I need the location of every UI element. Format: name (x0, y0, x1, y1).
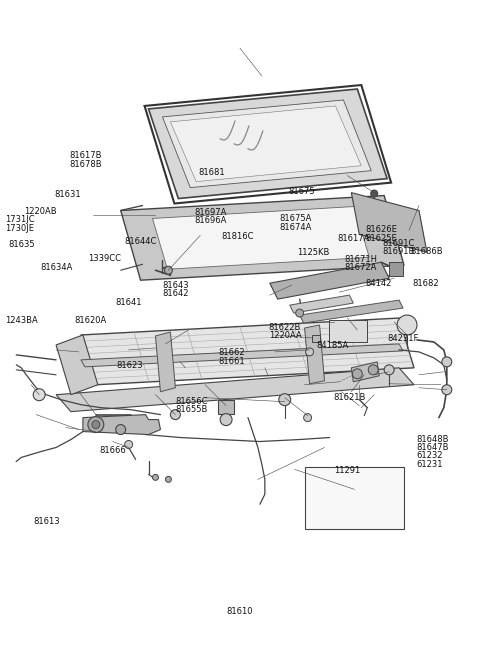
Polygon shape (305, 325, 324, 384)
Polygon shape (156, 332, 175, 392)
Text: 81686B: 81686B (410, 248, 443, 256)
Text: 81625E: 81625E (365, 234, 397, 242)
Circle shape (88, 417, 104, 432)
Polygon shape (148, 89, 387, 198)
Text: 81626E: 81626E (365, 225, 397, 234)
Text: 84142: 84142 (365, 278, 391, 288)
Text: 81621B: 81621B (333, 394, 365, 402)
Text: 81617B: 81617B (69, 151, 102, 160)
Circle shape (371, 190, 378, 197)
Polygon shape (290, 295, 353, 313)
Text: 1125KB: 1125KB (297, 248, 330, 257)
Circle shape (166, 476, 171, 482)
Text: 81674A: 81674A (279, 223, 312, 232)
Circle shape (220, 414, 232, 426)
Polygon shape (270, 262, 389, 299)
Circle shape (304, 414, 312, 422)
Bar (218, 400, 234, 414)
Text: 81816C: 81816C (222, 232, 254, 240)
Bar (305, 468, 404, 529)
Text: 81696A: 81696A (195, 216, 227, 225)
Text: 81631: 81631 (54, 190, 81, 199)
Text: 81622B: 81622B (269, 323, 301, 332)
Text: 81675A: 81675A (279, 214, 312, 223)
Circle shape (306, 348, 313, 356)
Circle shape (153, 474, 158, 480)
Text: 84185A: 84185A (316, 341, 348, 350)
Text: 81672A: 81672A (344, 263, 376, 272)
Bar (329, 320, 367, 342)
Text: 81635: 81635 (9, 240, 35, 248)
Polygon shape (300, 300, 403, 323)
Text: 81662: 81662 (218, 348, 245, 358)
Text: 81620A: 81620A (74, 316, 106, 326)
Text: 81666: 81666 (99, 445, 126, 455)
Circle shape (368, 365, 378, 375)
Circle shape (170, 409, 180, 420)
Polygon shape (351, 193, 427, 252)
Polygon shape (170, 106, 361, 181)
Circle shape (165, 267, 172, 274)
Circle shape (397, 315, 417, 335)
Text: 11291: 11291 (335, 466, 361, 476)
Text: 81642: 81642 (163, 289, 189, 298)
Circle shape (352, 369, 362, 379)
Text: 84231F: 84231F (387, 334, 419, 343)
Polygon shape (56, 335, 98, 395)
Circle shape (33, 388, 45, 401)
Text: 81691C: 81691C (382, 239, 415, 248)
Bar (312, 335, 320, 342)
Text: 1243BA: 1243BA (5, 316, 38, 326)
Text: 81610: 81610 (227, 607, 253, 616)
Text: 81656C: 81656C (176, 397, 208, 405)
Text: 81661: 81661 (218, 357, 245, 366)
Text: 81681: 81681 (198, 168, 225, 177)
Text: 81613: 81613 (34, 517, 60, 527)
Text: 1339CC: 1339CC (88, 254, 121, 263)
Circle shape (384, 365, 394, 375)
Polygon shape (83, 415, 160, 434)
Text: 1220AA: 1220AA (269, 331, 301, 341)
Circle shape (279, 394, 291, 405)
Circle shape (442, 384, 452, 395)
Circle shape (116, 424, 126, 434)
Polygon shape (153, 206, 369, 269)
Text: 81697A: 81697A (195, 208, 227, 217)
Bar (389, 262, 403, 276)
Text: 81641: 81641 (115, 297, 142, 307)
Text: 81647B: 81647B (417, 443, 449, 452)
Text: 81634A: 81634A (40, 263, 73, 272)
Text: 81655B: 81655B (176, 405, 208, 414)
Text: 61231: 61231 (417, 460, 443, 469)
Text: 1731JC: 1731JC (5, 215, 35, 225)
Text: 81623: 81623 (116, 361, 143, 370)
Text: 81682: 81682 (413, 278, 439, 288)
Circle shape (296, 309, 304, 317)
Text: 81671H: 81671H (344, 255, 377, 263)
Circle shape (92, 421, 100, 428)
Text: 81678B: 81678B (69, 160, 102, 169)
Text: 81644C: 81644C (124, 237, 157, 246)
Text: 81643: 81643 (163, 280, 189, 290)
Text: 1730JE: 1730JE (5, 224, 34, 233)
Polygon shape (162, 100, 371, 187)
Polygon shape (120, 196, 404, 280)
Polygon shape (81, 344, 403, 367)
Text: 1220AB: 1220AB (24, 207, 57, 216)
Text: 81648B: 81648B (417, 434, 449, 443)
Text: 61232: 61232 (417, 451, 443, 460)
Text: 81691B: 81691B (382, 248, 415, 256)
Polygon shape (81, 318, 414, 384)
Text: 81617A: 81617A (338, 234, 370, 242)
Circle shape (125, 441, 132, 449)
Text: 81675: 81675 (288, 187, 315, 196)
Circle shape (442, 357, 452, 367)
Polygon shape (56, 368, 414, 411)
Polygon shape (351, 362, 379, 382)
